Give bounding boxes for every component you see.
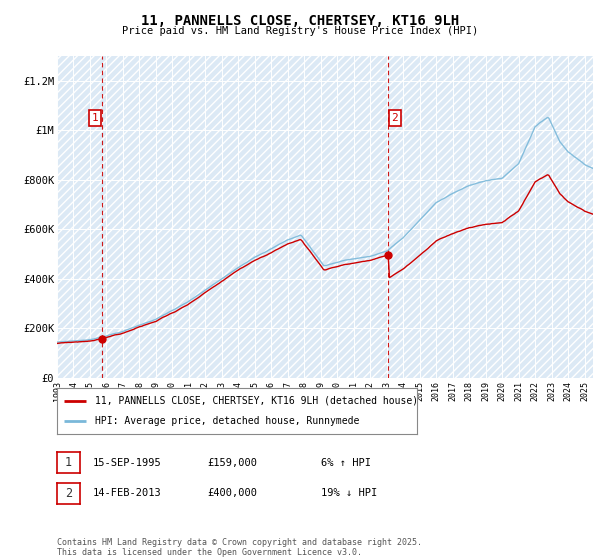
Text: 2: 2 [392, 113, 398, 123]
Text: 14-FEB-2013: 14-FEB-2013 [93, 488, 162, 498]
Text: 6% ↑ HPI: 6% ↑ HPI [321, 458, 371, 468]
Text: 1: 1 [65, 456, 72, 469]
Text: HPI: Average price, detached house, Runnymede: HPI: Average price, detached house, Runn… [95, 416, 359, 426]
Text: £159,000: £159,000 [207, 458, 257, 468]
Text: 15-SEP-1995: 15-SEP-1995 [93, 458, 162, 468]
Text: £400,000: £400,000 [207, 488, 257, 498]
Text: 19% ↓ HPI: 19% ↓ HPI [321, 488, 377, 498]
Text: 1: 1 [92, 113, 98, 123]
Text: 11, PANNELLS CLOSE, CHERTSEY, KT16 9LH (detached house): 11, PANNELLS CLOSE, CHERTSEY, KT16 9LH (… [95, 396, 418, 406]
Text: 11, PANNELLS CLOSE, CHERTSEY, KT16 9LH: 11, PANNELLS CLOSE, CHERTSEY, KT16 9LH [141, 14, 459, 28]
Text: Contains HM Land Registry data © Crown copyright and database right 2025.
This d: Contains HM Land Registry data © Crown c… [57, 538, 422, 557]
Text: 2: 2 [65, 487, 72, 500]
Text: Price paid vs. HM Land Registry's House Price Index (HPI): Price paid vs. HM Land Registry's House … [122, 26, 478, 36]
